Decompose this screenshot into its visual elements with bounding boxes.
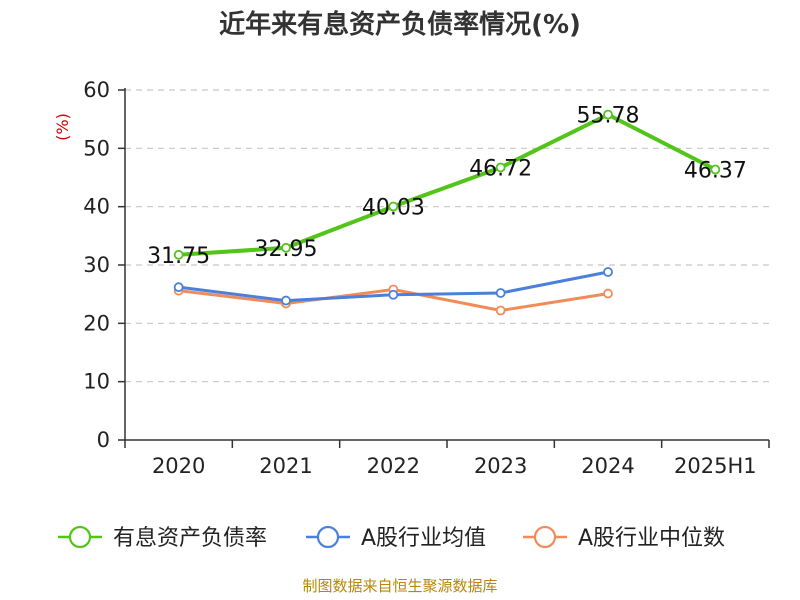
series-0-point-2020 [173, 249, 184, 260]
series-1-point-2020 [173, 282, 184, 293]
x-tick-label-2023: 2023 [474, 454, 527, 478]
data-label-2024: 55.78 [577, 104, 640, 129]
data-label-2022: 40.03 [362, 195, 425, 220]
y-axis-ticks: 0 10 20 30 40 50 60 [83, 78, 125, 452]
series-group [173, 109, 721, 316]
y-tick-label-50: 50 [83, 136, 110, 160]
data-label-2023: 46.72 [469, 156, 532, 181]
legend: 有息资产负债率 A股行业均值 A股行业中位数 [58, 525, 725, 551]
x-axis-ticks: 2020 2021 2022 2023 2024 2025H1 [124, 440, 770, 478]
legend-label-1: A股行业均值 [361, 526, 486, 551]
series-line-0 [176, 112, 718, 257]
legend-item-0: 有息资产负债率 [58, 525, 267, 551]
data-labels: 31.75 32.95 40.03 46.72 55.78 46.37 [147, 104, 747, 269]
series-0-point-2025h1 [710, 164, 721, 175]
legend-label-0: 有息资产负债率 [113, 526, 267, 551]
x-tick-label-2022: 2022 [367, 454, 420, 478]
y-axis-label: (%) [53, 113, 72, 141]
series-1-point-2021 [281, 295, 291, 306]
legend-swatch-marker-0 [68, 525, 92, 549]
series-1-point-2023 [495, 288, 506, 298]
legend-swatch-marker-1 [316, 525, 340, 549]
y-tick-label-40: 40 [83, 195, 110, 219]
legend-item-2: A股行业中位数 [523, 525, 725, 551]
gridlines [125, 89, 769, 383]
series-0-point-2024 [603, 109, 613, 120]
y-tick-label-20: 20 [83, 311, 110, 335]
series-1-point-2022 [388, 289, 399, 300]
series-2-point-2024 [603, 288, 613, 299]
series-1-point-2024 [603, 267, 613, 277]
legend-swatch-marker-2 [533, 525, 557, 549]
series-2-point-2023 [495, 305, 506, 316]
chart-title: 近年来有息资产负债率情况(%) [219, 9, 581, 40]
y-tick-label-60: 60 [83, 78, 110, 102]
y-tick-label-0: 0 [97, 428, 110, 452]
x-tick-label-2020: 2020 [152, 454, 205, 478]
y-tick-label-30: 30 [83, 253, 110, 277]
source-note: 制图数据来自恒生聚源数据库 [302, 577, 497, 595]
series-0-point-2021 [281, 242, 291, 253]
x-tick-label-2025h1: 2025H1 [674, 454, 757, 478]
axes [124, 88, 769, 441]
legend-item-1: A股行业均值 [306, 525, 486, 551]
data-label-2021: 32.95 [255, 237, 318, 262]
series-0-point-2023 [495, 162, 506, 173]
x-tick-label-2021: 2021 [259, 454, 312, 478]
series-0-point-2022 [388, 201, 399, 212]
data-label-2025h1: 46.37 [684, 159, 747, 184]
x-tick-label-2024: 2024 [581, 454, 634, 478]
y-tick-label-10: 10 [83, 370, 110, 394]
data-label-2020: 31.75 [147, 244, 210, 269]
legend-label-2: A股行业中位数 [578, 526, 725, 551]
